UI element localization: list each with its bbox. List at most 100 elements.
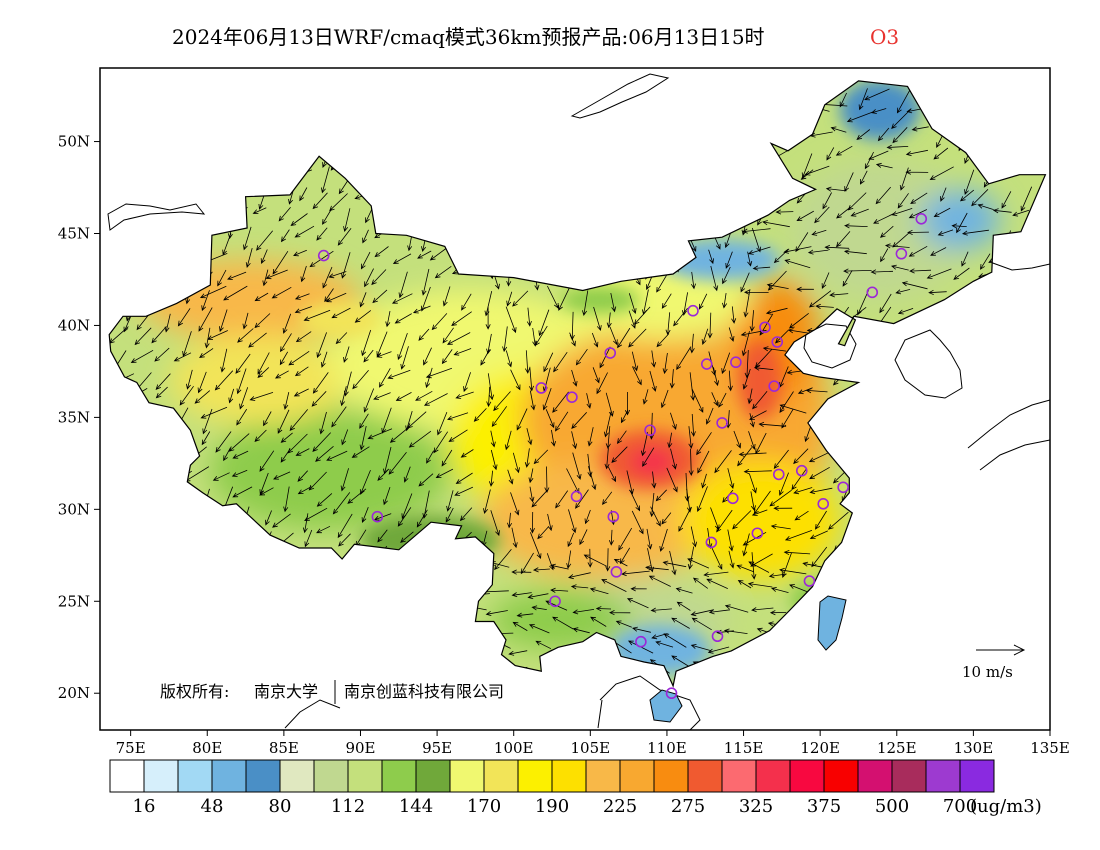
wind-arrow (940, 187, 947, 202)
wind-arrow (649, 492, 655, 518)
wind-arrow (928, 289, 947, 295)
wind-arrow (793, 448, 809, 465)
wind-arrow (280, 448, 291, 463)
wind-arrow (722, 266, 731, 285)
wind-arrow (891, 108, 912, 129)
wind-arrow (215, 431, 232, 453)
wind-arrow (689, 333, 695, 354)
monitoring-station-marker (635, 635, 647, 648)
wind-arrow (278, 206, 291, 222)
wind-arrow (736, 564, 754, 573)
wind-arrow (441, 449, 453, 467)
wind-arrow (529, 390, 536, 411)
china-boundary (108, 80, 1047, 688)
wind-arrow (372, 289, 388, 304)
wind-arrow (511, 592, 532, 598)
wind-arrow (445, 507, 454, 523)
wind-arrow (463, 372, 471, 393)
wind-arrow (199, 348, 214, 359)
lon-tick-label: 135E (1030, 739, 1070, 757)
wind-arrow (788, 312, 809, 329)
wind-arrow (389, 426, 410, 443)
wind-arrow (316, 227, 328, 241)
wind-arrow (572, 452, 582, 480)
monitoring-station-marker (866, 286, 879, 299)
wind-arrow (787, 328, 812, 334)
wind-arrow (338, 533, 351, 547)
wind-arrow (754, 349, 772, 368)
wind-arrow (394, 313, 412, 324)
wind-arrow (765, 307, 788, 315)
lon-tick-label: 125E (877, 739, 917, 757)
wind-arrow (304, 529, 313, 548)
legend-label: 16 (133, 796, 156, 817)
wind-arrow (319, 411, 327, 435)
wind-arrow (201, 290, 210, 312)
wind-arrow (400, 346, 409, 370)
wind-arrow (321, 166, 330, 194)
monitoring-station-marker (604, 347, 617, 359)
wind-arrow (331, 406, 347, 428)
lon-tick-label: 120E (800, 739, 840, 757)
copyright-org2: 南京创蓝科技有限公司 (344, 682, 504, 701)
myanmar-outline (284, 699, 341, 729)
wind-arrow (364, 268, 374, 288)
wind-arrow (768, 573, 787, 579)
wind-arrow (297, 470, 308, 482)
wind-arrow (608, 529, 614, 546)
wind-arrow (486, 386, 492, 408)
wind-arrow (619, 547, 631, 565)
wind-arrow (320, 351, 328, 368)
wind-arrow (762, 220, 790, 228)
wind-arrow (294, 366, 309, 377)
wind-arrow (294, 225, 315, 238)
wind-arrow (528, 624, 550, 634)
wind-arrow (609, 326, 618, 346)
wind-arrow (293, 249, 307, 257)
wind-arrow (526, 307, 532, 327)
wind-arrow (586, 393, 592, 409)
wind-arrow (621, 570, 650, 577)
wind-arrow (197, 371, 207, 394)
wind-arrow (360, 251, 371, 270)
wind-arrow (351, 446, 370, 458)
wind-arrow (602, 491, 613, 506)
wind-arrow (784, 259, 811, 269)
wind-arrow (839, 92, 847, 108)
wind-arrow (650, 607, 672, 613)
wind-arrow (596, 372, 608, 395)
wind-arrow (844, 249, 867, 255)
wind-arrow (571, 431, 578, 450)
wind-arrow (892, 127, 908, 144)
wind-arrow (212, 472, 230, 481)
legend-label: 190 (535, 796, 569, 817)
wind-arrow (220, 348, 228, 373)
wind-arrow (688, 448, 694, 477)
wind-arrow (245, 247, 253, 268)
wind-arrow (552, 391, 569, 413)
wind-arrow (616, 430, 627, 444)
lat-tick-label: 35N (58, 408, 90, 426)
wind-arrow (749, 413, 755, 428)
wind-arrow (134, 327, 152, 346)
wind-arrow (711, 392, 719, 407)
wind-arrow (412, 305, 431, 314)
wind-arrow (743, 289, 751, 318)
wind-arrow (971, 189, 989, 207)
wind-arrow (273, 471, 291, 480)
wind-arrow (811, 546, 828, 568)
copyright: 版权所有: 南京大学 南京创蓝科技有限公司 (160, 680, 504, 704)
wind-arrow (243, 226, 252, 251)
wind-arrow (791, 468, 807, 491)
wind-arrow (547, 513, 553, 532)
longitude-axis: 75E 80E 85E 90E 95E 100E 105E 110E 115E 120E 125E 1… (116, 730, 1070, 757)
wind-arrow (673, 308, 688, 327)
wind-arrow (433, 431, 449, 454)
wind-arrow (568, 572, 591, 580)
legend-label: 375 (807, 796, 841, 817)
wind-arrow (609, 610, 631, 616)
lat-tick-label: 40N (58, 316, 90, 334)
wind-arrow (897, 193, 909, 209)
lon-tick-label: 80E (192, 739, 222, 757)
wind-arrow (645, 565, 669, 571)
